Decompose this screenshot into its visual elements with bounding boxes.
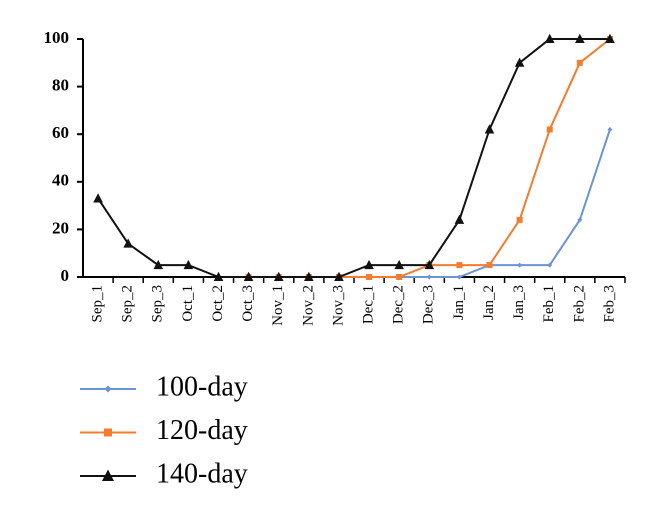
marker bbox=[153, 259, 164, 270]
marker bbox=[104, 385, 112, 393]
marker bbox=[424, 259, 435, 270]
marker bbox=[364, 259, 374, 270]
marker bbox=[516, 216, 523, 223]
marker bbox=[243, 271, 254, 281]
marker bbox=[396, 274, 403, 280]
marker bbox=[104, 428, 112, 437]
x-tick-label: Dec_2 bbox=[391, 285, 407, 324]
marker bbox=[426, 274, 432, 280]
x-tick-label: Sep_3 bbox=[150, 285, 166, 323]
marker bbox=[456, 262, 463, 269]
series-line bbox=[97, 38, 610, 278]
marker bbox=[273, 271, 284, 281]
marker bbox=[454, 214, 465, 224]
marker bbox=[605, 33, 615, 43]
y-tick-label: 60 bbox=[52, 123, 69, 142]
x-tick-label: Dec_1 bbox=[360, 285, 376, 324]
x-tick-label: Sep_1 bbox=[89, 285, 105, 323]
x-tick-label: Oct_1 bbox=[180, 285, 196, 322]
marker bbox=[456, 274, 462, 280]
marker bbox=[304, 271, 314, 281]
x-tick-label: Dec_3 bbox=[421, 285, 437, 324]
x-tick-label: Feb_2 bbox=[571, 285, 587, 323]
marker bbox=[576, 59, 583, 66]
marker bbox=[334, 271, 344, 281]
marker bbox=[213, 271, 224, 281]
marker bbox=[183, 259, 194, 270]
legend-label: 140-day bbox=[156, 458, 248, 489]
x-tick-label: Nov_3 bbox=[330, 285, 346, 326]
marker bbox=[394, 259, 404, 270]
marker bbox=[102, 469, 114, 481]
marker bbox=[575, 33, 585, 43]
y-tick-label: 80 bbox=[52, 76, 69, 95]
marker bbox=[123, 238, 133, 248]
y-tick-label: 0 bbox=[61, 266, 70, 285]
marker bbox=[547, 262, 553, 268]
y-tick-label: 100 bbox=[44, 28, 70, 47]
y-tick-label: 20 bbox=[52, 218, 69, 237]
marker bbox=[93, 193, 103, 203]
x-tick-label: Jan_1 bbox=[451, 285, 467, 320]
marker bbox=[577, 217, 583, 223]
marker bbox=[486, 262, 493, 269]
series-line bbox=[248, 38, 611, 278]
x-tick-label: Nov_1 bbox=[270, 285, 286, 326]
legend-label: 120-day bbox=[156, 415, 248, 446]
x-tick-label: Jan_3 bbox=[511, 285, 527, 320]
x-tick-label: Oct_3 bbox=[240, 285, 256, 322]
marker bbox=[607, 126, 613, 132]
x-tick-label: Feb_3 bbox=[601, 285, 617, 323]
marker bbox=[366, 274, 373, 280]
marker bbox=[546, 126, 553, 133]
x-tick-label: Jan_2 bbox=[481, 285, 497, 320]
x-tick-label: Nov_2 bbox=[300, 285, 316, 326]
marker bbox=[544, 33, 555, 43]
y-tick-label: 40 bbox=[52, 171, 69, 190]
marker bbox=[484, 124, 495, 134]
x-tick-label: Oct_2 bbox=[210, 285, 226, 322]
x-tick-label: Feb_1 bbox=[541, 285, 557, 323]
marker bbox=[514, 57, 525, 67]
marker bbox=[517, 262, 523, 268]
x-tick-label: Sep_2 bbox=[120, 285, 136, 323]
legend-label: 100-day bbox=[156, 371, 248, 402]
series-line bbox=[248, 129, 611, 278]
